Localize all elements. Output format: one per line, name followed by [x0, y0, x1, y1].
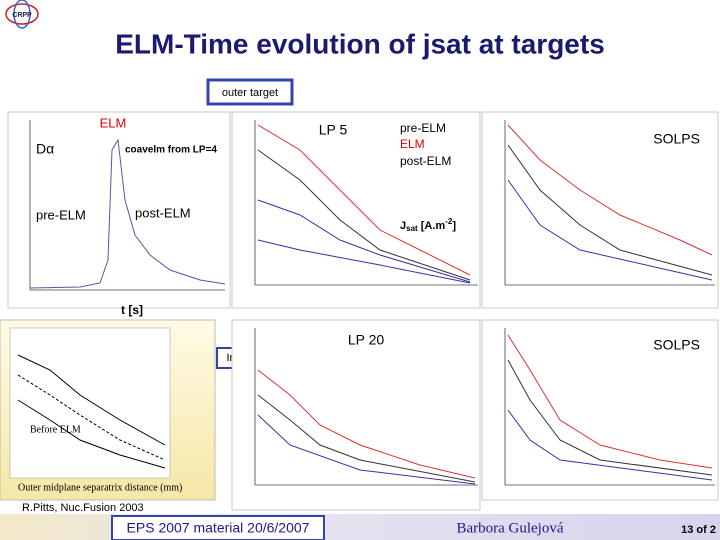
trace	[29, 138, 226, 289]
lp5-label: LP 5	[319, 122, 348, 138]
jsat-label: Jsat [A.m-2]	[400, 217, 456, 233]
outer-target-label: outer target	[222, 87, 278, 99]
trace	[257, 239, 471, 284]
legend-text: coavelm from LP=4	[125, 145, 217, 156]
trace	[257, 414, 476, 485]
jsat-exp: -2	[445, 217, 453, 226]
solps-label: SOLPS	[653, 337, 700, 353]
dalpha-label: Dα	[36, 141, 54, 157]
plot-image	[231, 111, 481, 309]
trace	[507, 179, 713, 281]
plot-image	[481, 319, 719, 501]
jsat-sub: sat	[406, 224, 418, 233]
footer-author: Barbora Gulejová	[456, 520, 563, 536]
jsat-main: J	[400, 220, 406, 232]
slide-title: ELM-Time evolution of jsat at targets	[115, 28, 605, 59]
elm-label: ELM	[100, 115, 127, 130]
trace	[507, 144, 713, 276]
trace	[17, 354, 166, 446]
legend-post: post-ELM	[400, 154, 451, 168]
jsat-unit: [A.m	[418, 220, 446, 232]
footer-band	[0, 514, 720, 540]
plot-image	[231, 319, 481, 511]
plot-image	[481, 111, 719, 309]
jsat-close: ]	[452, 220, 456, 232]
label-box	[206, 78, 294, 106]
post-elm-label: post-ELM	[135, 205, 191, 220]
trace	[257, 369, 476, 479]
pre-elm-label: pre-ELM	[36, 207, 86, 222]
x-axis-label: t [s]	[121, 303, 143, 317]
footer-box	[111, 515, 325, 540]
footer-event: EPS 2007 material 20/6/2007	[127, 520, 310, 536]
trace	[507, 409, 713, 481]
trace	[257, 394, 476, 483]
trace	[17, 399, 166, 469]
logo: CRPP	[5, 0, 39, 29]
before-elm-label: Before ELM	[30, 424, 81, 435]
legend-pre: pre-ELM	[400, 121, 446, 135]
trace	[257, 199, 471, 283]
inner-plot	[9, 327, 171, 479]
trace	[257, 149, 471, 281]
x-axis-label: Outer midplane separatrix distance (mm)	[18, 482, 182, 493]
trace	[17, 374, 166, 461]
trace	[507, 359, 713, 476]
logo-text: CRPP	[12, 12, 32, 19]
legend-elm: ELM	[400, 137, 425, 151]
solps-label: SOLPS	[653, 131, 700, 147]
citation: R.Pitts, Nuc.Fusion 2003	[22, 502, 144, 514]
trace	[257, 124, 471, 276]
page-number: 13 of 2	[681, 524, 716, 536]
trace	[507, 334, 713, 469]
trace	[507, 124, 713, 256]
lp20-label: LP 20	[348, 332, 385, 348]
